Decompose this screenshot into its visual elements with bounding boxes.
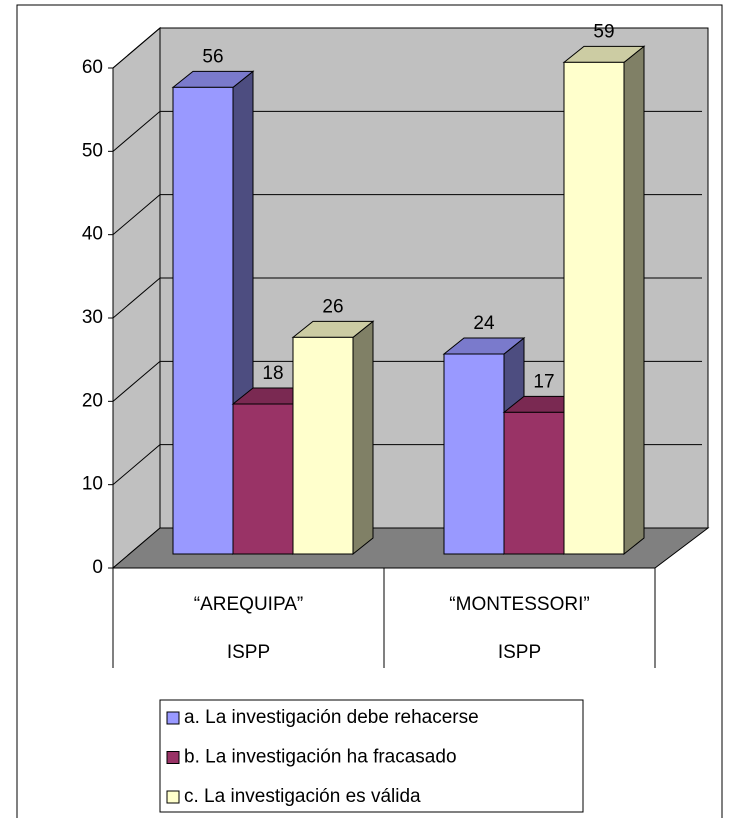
data-label: 17 (533, 371, 554, 392)
legend-label: b. La investigación ha fracasado (184, 747, 457, 768)
data-label: 56 (202, 46, 223, 67)
grid-line (112, 110, 161, 152)
legend-swatch (166, 751, 180, 764)
bar-side (623, 45, 645, 556)
grid-line (112, 444, 161, 486)
legend-swatch (166, 790, 180, 804)
grid-line (112, 27, 161, 69)
y-tick-label: 40 (82, 224, 103, 245)
bar (503, 411, 565, 555)
y-tick-label: 20 (82, 390, 103, 411)
y-tick-label: 50 (82, 140, 103, 161)
legend-swatch (166, 711, 180, 725)
bar (563, 61, 625, 555)
bar (443, 353, 505, 555)
data-label: 26 (322, 296, 343, 317)
legend-label: c. La investigación es válida (184, 786, 421, 807)
x-tick-label: ISPP (498, 642, 541, 663)
grid-line (112, 277, 161, 319)
bar (292, 336, 354, 555)
data-label: 24 (473, 313, 495, 334)
x-tick-label: “MONTESSORI” (449, 594, 589, 615)
legend-label: a. La investigación debe rehacerse (184, 707, 479, 728)
bar (232, 403, 294, 555)
legend-box (159, 699, 584, 813)
x-tick-label: ISPP (227, 642, 270, 663)
y-tick-label: 0 (92, 557, 103, 578)
grid-line (112, 194, 161, 236)
data-label: 18 (262, 363, 283, 384)
chart-frame (16, 4, 723, 818)
y-tick-label: 10 (82, 474, 103, 495)
grid-line (112, 360, 161, 402)
y-tick-label: 60 (82, 57, 103, 78)
x-tick-label: “AREQUIPA” (194, 594, 303, 615)
y-tick-label: 30 (82, 307, 103, 328)
data-label: 59 (593, 21, 614, 42)
bar-side (352, 320, 374, 556)
bar (172, 86, 234, 555)
